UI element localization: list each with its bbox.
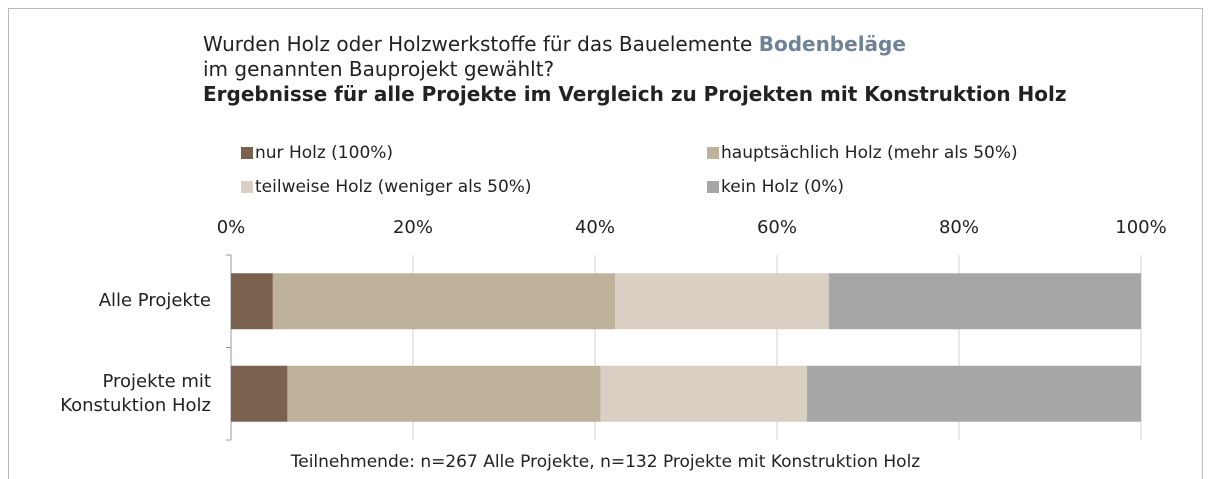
bar-segment bbox=[615, 273, 829, 330]
bar-segment bbox=[287, 365, 601, 422]
x-tick-label: 80% bbox=[939, 217, 979, 238]
category-label: Projekte mit Konstuktion Holz bbox=[60, 370, 211, 416]
title-text: Wurden Holz oder Holzwerkstoffe für das … bbox=[203, 32, 753, 56]
legend-label: teilweise Holz (weniger als 50%) bbox=[255, 177, 532, 197]
bar-segment bbox=[807, 365, 1141, 422]
legend-swatch bbox=[707, 147, 719, 159]
legend-label: nur Holz (100%) bbox=[255, 143, 393, 163]
legend-label: kein Holz (0%) bbox=[721, 177, 844, 197]
note: Teilnehmende: n=267 Alle Projekte, n=132… bbox=[290, 452, 921, 472]
frame bbox=[8, 8, 1203, 479]
x-tick-label: 0% bbox=[217, 217, 246, 238]
x-tick-label: 60% bbox=[757, 217, 797, 238]
legend-swatch bbox=[241, 147, 253, 159]
chart-title: Wurden Holz oder Holzwerkstoffe für das … bbox=[203, 32, 1067, 107]
x-tick-label: 40% bbox=[575, 217, 615, 238]
bar-segment bbox=[231, 273, 273, 330]
title-text: im genannten Bauprojekt gewählt? bbox=[203, 57, 555, 81]
bar-segment bbox=[231, 365, 288, 422]
bar-segment bbox=[272, 273, 616, 330]
legend-swatch bbox=[707, 181, 719, 193]
subtitle: Ergebnisse für alle Projekte im Vergleic… bbox=[203, 82, 1067, 106]
x-tick-label: 100% bbox=[1115, 217, 1166, 238]
x-tick-label: 20% bbox=[393, 217, 433, 238]
category-label: Alle Projekte bbox=[98, 290, 211, 312]
legend-swatch bbox=[241, 181, 253, 193]
bar-segment bbox=[828, 273, 1141, 330]
bar-segment bbox=[600, 365, 808, 422]
legend-label: hauptsächlich Holz (mehr als 50%) bbox=[721, 143, 1018, 163]
title-highlight: Bodenbeläge bbox=[758, 32, 906, 56]
